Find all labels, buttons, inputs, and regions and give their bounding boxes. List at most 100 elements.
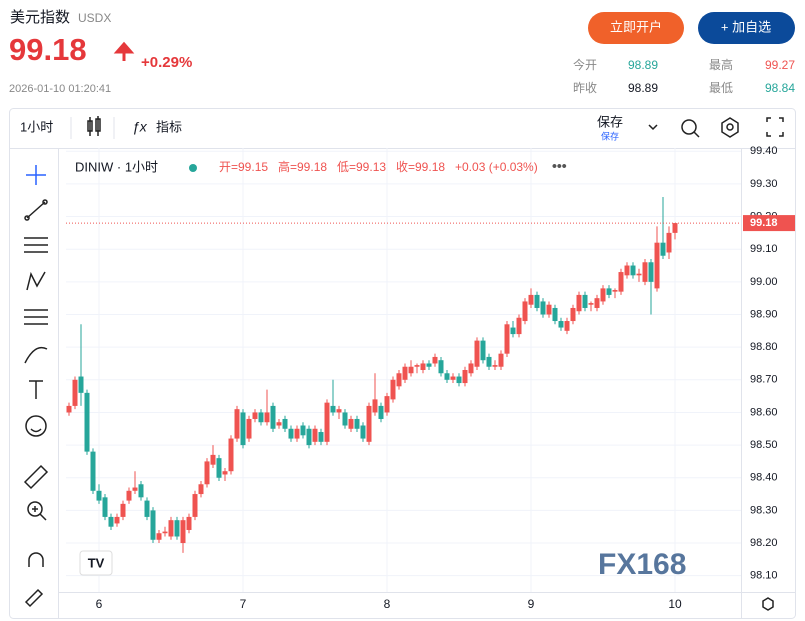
candle-body — [666, 232, 672, 253]
candle-body — [126, 490, 132, 501]
y-tick-label: 98.40 — [750, 472, 778, 484]
candle-body — [450, 376, 456, 380]
candle-body — [570, 307, 576, 322]
candle-body — [582, 294, 588, 308]
candle-body — [138, 484, 144, 498]
candle-body — [612, 290, 618, 292]
y-tick-label: 98.60 — [750, 406, 778, 418]
legend-symbol: DINIW · 1小时 — [75, 159, 158, 174]
candle-body — [390, 379, 396, 400]
candle-body — [240, 412, 246, 446]
candle-body — [102, 497, 108, 517]
candle-body — [222, 471, 228, 475]
candle-body — [66, 405, 72, 413]
candle-body — [624, 265, 630, 276]
tv-logo-text: TV — [88, 555, 105, 570]
candle-body — [420, 363, 426, 370]
y-tick-label: 98.10 — [750, 570, 778, 582]
candle-body — [546, 304, 552, 315]
candle-body — [306, 428, 312, 446]
candle-body — [414, 365, 420, 367]
candle-body — [522, 301, 528, 322]
candle-body — [468, 363, 474, 374]
candle-body — [408, 366, 414, 374]
symbol: USDX — [78, 11, 111, 25]
candle-body — [606, 288, 612, 295]
change: +0.29% — [141, 54, 192, 71]
legend-more[interactable]: ••• — [552, 158, 567, 174]
add-watch-label[interactable]: + 加自选 — [721, 19, 771, 34]
candle-body — [330, 405, 336, 413]
candle-body — [396, 373, 402, 387]
interval[interactable]: 1小时 — [20, 119, 53, 134]
candle-body — [600, 288, 606, 302]
candle-body — [456, 376, 462, 384]
candle-body — [264, 412, 270, 423]
candle-body — [252, 412, 258, 419]
settings-icon[interactable] — [762, 597, 774, 611]
candle-body — [318, 432, 324, 442]
candle-body — [180, 520, 186, 544]
open-account-label[interactable]: 立即开户 — [610, 19, 662, 34]
save[interactable]: 保存 — [597, 114, 623, 129]
candle-body — [108, 516, 114, 527]
y-tick-label: 99.00 — [750, 276, 778, 288]
title: 美元指数 — [10, 9, 70, 26]
candle-body — [462, 370, 468, 384]
candle-body — [216, 458, 222, 478]
last-price-label: 99.18 — [750, 217, 778, 229]
candle-body — [300, 425, 306, 436]
candle-body — [210, 454, 216, 465]
x-tick-label: 7 — [240, 597, 247, 611]
legend-high: 高=99.18 — [278, 159, 327, 174]
drawing-tools[interactable] — [23, 165, 49, 608]
candle-body — [270, 405, 276, 429]
legend-change: +0.03 (+0.03%) — [455, 160, 538, 174]
candle-body — [642, 262, 648, 282]
legend-close: 收=99.18 — [396, 160, 445, 174]
candle-body — [528, 294, 534, 305]
stat-label: 最高 — [709, 57, 733, 72]
dropdown[interactable] — [648, 124, 658, 131]
x-tick-label: 8 — [384, 597, 391, 611]
candle-body — [492, 365, 498, 367]
fx-icon[interactable]: ƒx — [132, 119, 148, 135]
candle-body — [156, 533, 162, 540]
candle-body — [276, 422, 282, 426]
candle-body — [366, 405, 372, 442]
candle-body — [186, 516, 192, 530]
candle-body — [636, 273, 642, 276]
indicators[interactable]: 指标 — [156, 119, 182, 134]
candle-body — [84, 392, 90, 452]
open-account-button[interactable] — [588, 12, 684, 44]
candle-body — [96, 490, 102, 501]
candle-body — [360, 425, 366, 439]
candle-body — [348, 418, 354, 429]
candle-body — [558, 321, 564, 328]
candle-body — [162, 531, 168, 534]
stat-label: 最低 — [709, 81, 733, 95]
candle-body — [312, 428, 318, 442]
candle-body — [150, 510, 156, 540]
price: 99.18 — [9, 32, 87, 67]
candle-body — [648, 262, 654, 282]
candle-body — [540, 301, 546, 315]
legend-low: 低=99.13 — [337, 160, 386, 174]
toolbar-icons[interactable] — [681, 117, 784, 138]
candle-body — [630, 265, 636, 276]
candle-body — [342, 412, 348, 426]
candle-body — [114, 516, 120, 524]
candle-body — [432, 356, 438, 364]
candle-body — [654, 242, 660, 289]
candle-icon[interactable] — [87, 116, 101, 136]
candle-body — [132, 487, 138, 491]
y-tick-label: 98.20 — [750, 537, 778, 549]
candle-body — [174, 520, 180, 537]
candle-body — [120, 503, 126, 517]
candle-body — [168, 520, 174, 537]
candle-body — [552, 307, 558, 322]
candle-body — [498, 353, 504, 367]
add-watch-button[interactable] — [698, 12, 795, 44]
candle-body — [288, 428, 294, 439]
